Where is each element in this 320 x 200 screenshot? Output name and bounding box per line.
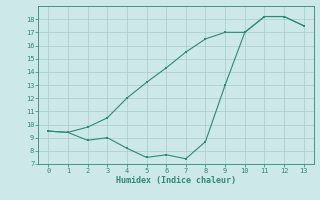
X-axis label: Humidex (Indice chaleur): Humidex (Indice chaleur) xyxy=(116,176,236,185)
